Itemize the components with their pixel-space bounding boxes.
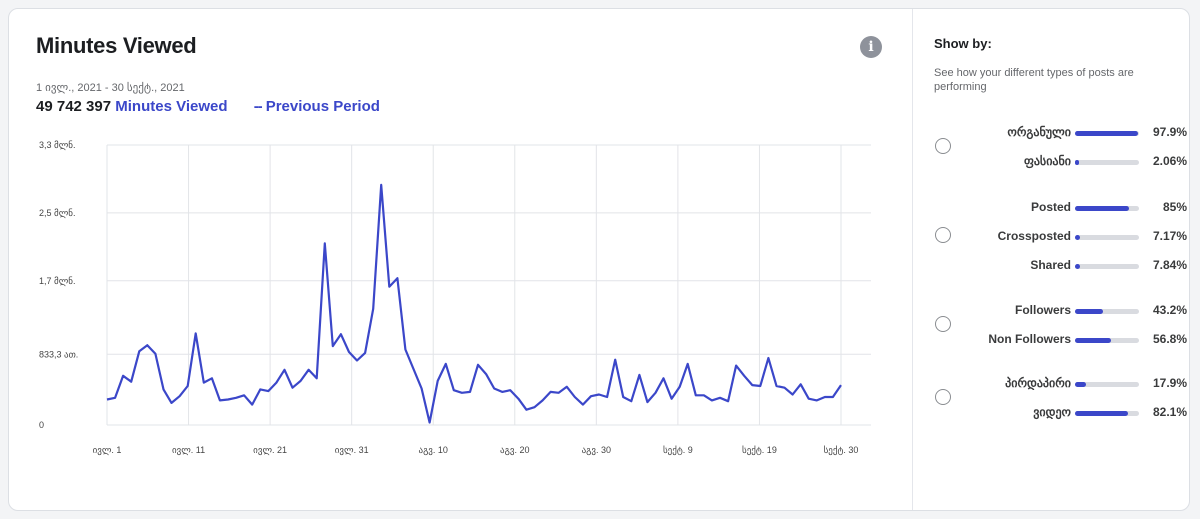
breakdown-percent: 7.17% [1152,229,1187,243]
x-tick-label: ივლ. 31 [335,445,369,456]
breakdown-bar [1075,411,1128,416]
breakdown-row: პირდაპირი 17.9% [934,375,1189,393]
breakdown-label: Shared [1030,258,1071,272]
series-layer [106,183,842,424]
breakdown-percent: 82.1% [1152,405,1187,419]
breakdown-row: Crossposted 7.17% [934,228,1189,246]
breakdown-track [1075,131,1139,136]
total-value: 49 742 397 [36,98,112,115]
breakdown-label: პირდაპირი [1005,376,1071,390]
panel-divider [912,9,913,510]
breakdown-row: Followers 43.2% [934,302,1189,320]
breakdown-bar [1075,160,1079,165]
breakdown-bar [1075,235,1080,240]
breakdown-track [1075,338,1139,343]
breakdown-label: Non Followers [988,332,1071,346]
x-tick-label: ივლ. 11 [172,445,205,456]
breakdown-row: ფასიანი 2.06% [934,153,1189,171]
line-chart: 0 833,3 ათ. 1,7 მლნ. 2,5 მლნ. 3,3 მლნ. ივლ. … [39,140,871,456]
breakdown-row: Posted 85% [934,199,1189,217]
radio-content-type[interactable] [935,389,951,405]
metric-legend[interactable]: Minutes Viewed [115,98,228,115]
breakdown-label: ვიდეო [1033,405,1071,419]
summary-line: 49 742 397 Minutes Viewed -- Previous Per… [36,98,380,115]
breakdown-track [1075,382,1139,387]
breakdown-bar [1075,264,1081,269]
y-tick-label: 833,3 ათ. [39,349,78,359]
breakdown-percent: 2.06% [1152,154,1187,168]
x-tick-label: სექტ. 30 [824,445,859,456]
breakdown-row: Shared 7.84% [934,257,1189,275]
radio-followers[interactable] [935,316,951,332]
minutes-viewed-card: Minutes Viewed i 1 ივლ., 2021 - 30 სექტ.… [8,8,1190,511]
breakdown-track [1075,411,1139,416]
breakdown-label: Followers [1014,303,1071,317]
gridlines [106,144,871,426]
breakdown-label: ორგანული [1007,125,1071,139]
y-tick-label: 1,7 მლნ. [39,276,76,287]
x-tick-label: აგვ. 10 [419,445,448,456]
info-icon[interactable]: i [860,36,882,58]
x-tick-label: აგვ. 30 [582,445,611,456]
breakdown-percent: 43.2% [1152,303,1187,317]
radio-post-source[interactable] [935,227,951,243]
card-title: Minutes Viewed [36,33,197,58]
breakdown-bar [1075,309,1103,314]
y-axis-labels: 0 833,3 ათ. 1,7 მლნ. 2,5 მლნ. 3,3 მლნ. [39,140,78,430]
breakdown-bar [1075,131,1138,136]
date-range: 1 ივლ., 2021 - 30 სექტ., 2021 [36,82,185,94]
x-tick-label: ივლ. 1 [93,445,122,456]
breakdown-row: Non Followers 56.8% [934,331,1189,349]
breakdown-row: ვიდეო 82.1% [934,404,1189,422]
breakdown-row: ორგანული 97.9% [934,124,1189,142]
breakdown-label: Posted [1030,200,1071,214]
breakdown-percent: 17.9% [1152,376,1187,390]
breakdown-bar [1075,338,1112,343]
radio-organic-paid[interactable] [935,138,951,154]
breakdown-label: Crossposted [997,229,1071,243]
y-tick-label: 0 [39,420,44,430]
x-tick-label: ივლ. 21 [253,445,287,456]
breakdown-percent: 7.84% [1152,258,1187,272]
x-tick-label: სექტ. 9 [663,445,693,456]
breakdown-label: ფასიანი [1023,154,1071,168]
breakdown-percent: 56.8% [1152,332,1187,346]
y-tick-label: 2,5 მლნ. [39,208,76,219]
breakdown-track [1075,235,1139,240]
x-tick-label: სექტ. 19 [742,445,777,456]
show-by-description: See how your different types of posts ar… [934,67,1134,93]
breakdown-percent: 85% [1162,200,1187,214]
series-line [106,183,842,424]
x-axis-labels: ივლ. 1 ივლ. 11 ივლ. 21 ივლ. 31 აგვ. 10 აგვ. 2… [93,445,859,456]
dashed-line-icon: -- [253,98,263,115]
x-tick-label: აგვ. 20 [500,445,529,456]
breakdown-track [1075,309,1139,314]
breakdown-track [1075,160,1139,165]
breakdown-bar [1075,206,1130,211]
breakdown-track [1075,206,1139,211]
show-by-title: Show by: [934,36,992,51]
previous-period-legend[interactable]: -- Previous Period [253,98,380,115]
breakdown-track [1075,264,1139,269]
breakdown-bar [1075,382,1087,387]
breakdown-percent: 97.9% [1152,125,1187,139]
y-tick-label: 3,3 მლნ. [39,140,76,151]
